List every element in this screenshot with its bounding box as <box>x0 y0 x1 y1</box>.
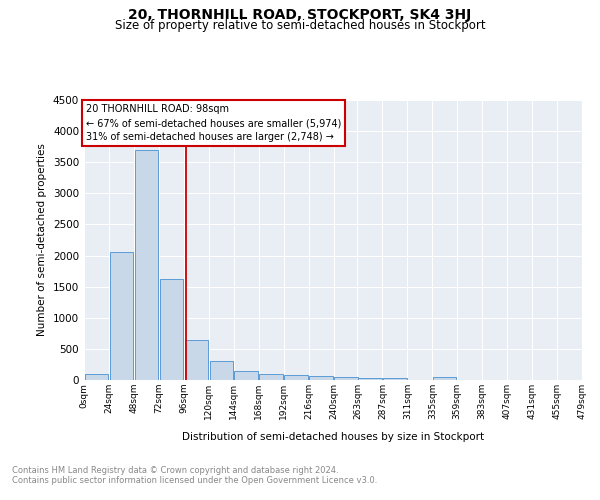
Bar <box>358 378 382 380</box>
Text: Size of property relative to semi-detached houses in Stockport: Size of property relative to semi-detach… <box>115 19 485 32</box>
Bar <box>160 279 183 380</box>
Text: Contains public sector information licensed under the Open Government Licence v3: Contains public sector information licen… <box>12 476 377 485</box>
Y-axis label: Number of semi-detached properties: Number of semi-detached properties <box>37 144 47 336</box>
Bar <box>134 150 158 380</box>
Bar <box>259 374 283 380</box>
Bar <box>284 375 308 380</box>
Bar <box>85 374 108 380</box>
Bar <box>185 340 208 380</box>
Text: Contains HM Land Registry data © Crown copyright and database right 2024.: Contains HM Land Registry data © Crown c… <box>12 466 338 475</box>
Text: 20 THORNHILL ROAD: 98sqm
← 67% of semi-detached houses are smaller (5,974)
31% o: 20 THORNHILL ROAD: 98sqm ← 67% of semi-d… <box>86 104 341 142</box>
Bar <box>383 378 407 380</box>
Bar <box>334 376 358 380</box>
Bar <box>235 371 258 380</box>
Bar <box>310 376 333 380</box>
Text: 20, THORNHILL ROAD, STOCKPORT, SK4 3HJ: 20, THORNHILL ROAD, STOCKPORT, SK4 3HJ <box>128 8 472 22</box>
Bar <box>433 377 457 380</box>
Bar <box>209 362 233 380</box>
Bar <box>110 252 133 380</box>
Text: Distribution of semi-detached houses by size in Stockport: Distribution of semi-detached houses by … <box>182 432 484 442</box>
